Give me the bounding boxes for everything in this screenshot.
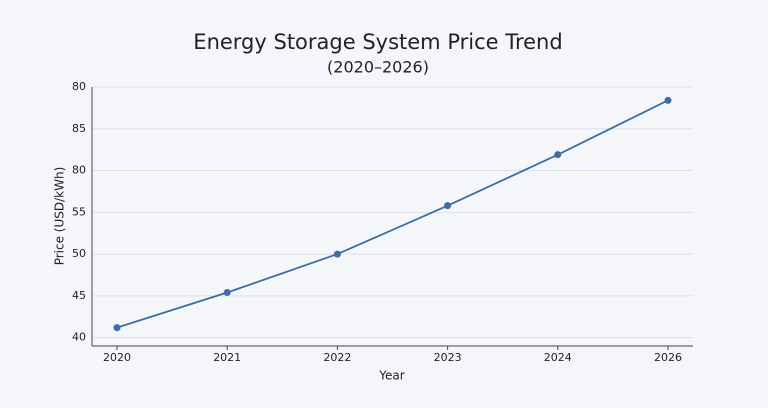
point: [223, 289, 231, 297]
x-tick-label: 2023: [434, 351, 462, 364]
y-axis-label: Price (USD/kWh): [53, 167, 67, 266]
point: [333, 250, 341, 258]
point: [554, 151, 562, 159]
chart-title: Energy Storage System Price Trend: [193, 30, 562, 54]
y-tick-label: 50: [72, 247, 86, 260]
point: [113, 324, 121, 332]
y-tick-label: 45: [72, 289, 86, 302]
x-tick-label: 2022: [323, 351, 351, 364]
line: [116, 99, 669, 329]
y-tick-label: 85: [72, 122, 86, 135]
point: [444, 202, 452, 210]
x-tick-label: 2020: [103, 351, 131, 364]
x-axis-label: Year: [378, 369, 404, 383]
x-tick-label: 2024: [544, 351, 572, 364]
y-tick-label: 55: [72, 205, 86, 218]
y-tick-label: 40: [72, 331, 86, 344]
chart-subtitle: (2020–2026): [327, 58, 429, 77]
x-tick-label: 2021: [213, 351, 241, 364]
y-tick-label: 80: [72, 80, 86, 93]
point: [664, 96, 672, 104]
y-tick-label: 80: [72, 164, 86, 177]
x-tick-label: 2026: [654, 351, 682, 364]
